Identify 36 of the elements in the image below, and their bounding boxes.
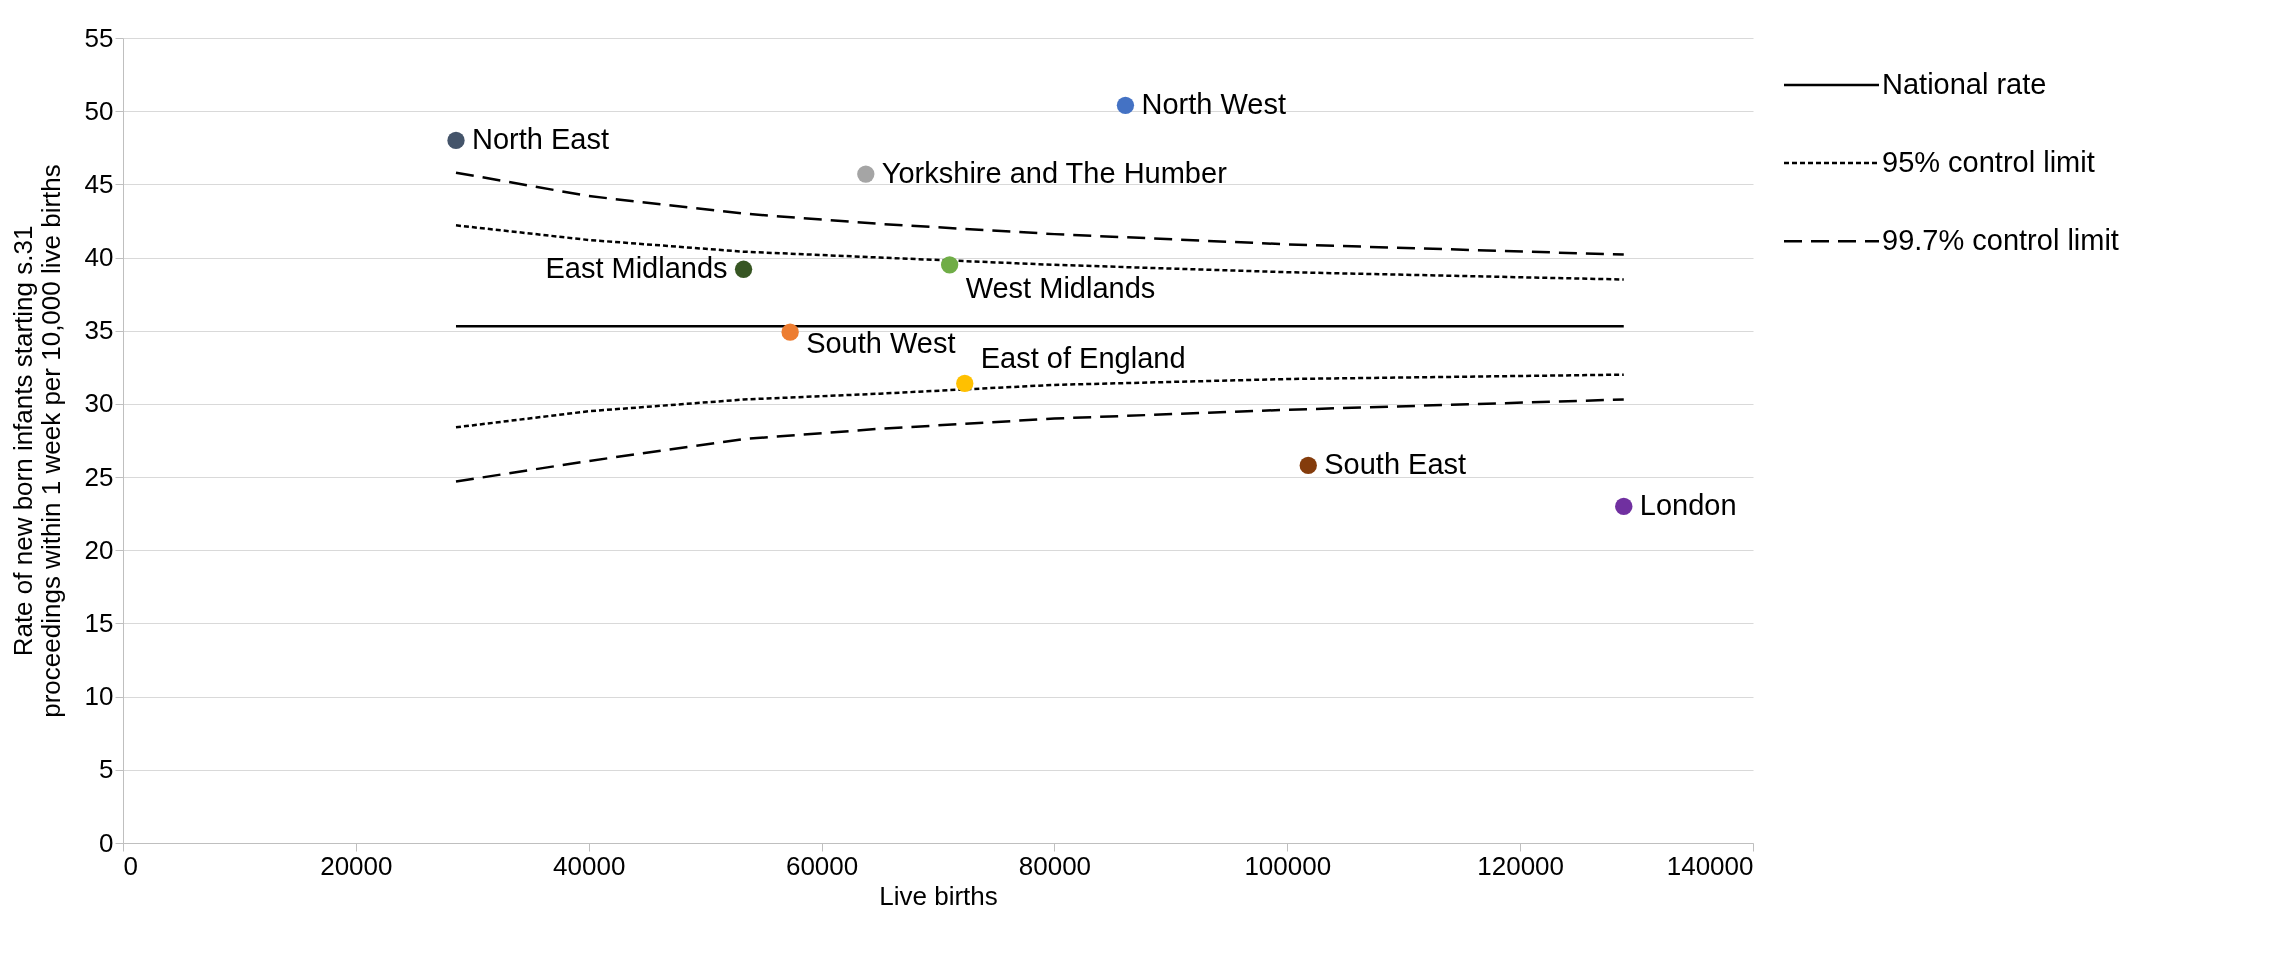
y-tick-label: 10 bbox=[84, 681, 114, 712]
x-tick-label: 0 bbox=[123, 850, 138, 881]
y-tick-label: 45 bbox=[84, 168, 114, 199]
y-tick-label: 20 bbox=[84, 534, 114, 565]
x-tick-label: 120000 bbox=[1477, 850, 1565, 881]
y-tick-label: 25 bbox=[84, 461, 114, 492]
series-label: Yorkshire and The Humber bbox=[881, 157, 1228, 190]
y-tick-label: 55 bbox=[84, 22, 114, 53]
series-label: East of England bbox=[980, 342, 1186, 375]
y-tick-label: 15 bbox=[84, 607, 114, 638]
series-label: East Midlands bbox=[545, 252, 728, 285]
y-tick-label: 40 bbox=[84, 242, 114, 273]
y-tick-label: 0 bbox=[99, 827, 114, 858]
y-axis-title: Rate of new born infants starting s.31 proceedings within 1 week per 10,000 live births bbox=[7, 164, 66, 718]
x-tick-label: 60000 bbox=[785, 850, 859, 881]
y-tick-label: 5 bbox=[99, 754, 114, 785]
series-label: South East bbox=[1324, 448, 1467, 481]
line-series bbox=[454, 398, 1626, 483]
x-tick-label: 20000 bbox=[320, 850, 393, 881]
x-tick-label: 40000 bbox=[553, 850, 626, 881]
legend-label: 99.7% control limit bbox=[1882, 224, 2119, 257]
series-label: North West bbox=[1141, 88, 1286, 121]
series-label: West Midlands bbox=[965, 271, 1156, 304]
x-tick-label: 100000 bbox=[1244, 850, 1332, 881]
y-tick-label: 30 bbox=[84, 388, 114, 419]
y-tick-label: 50 bbox=[84, 95, 114, 126]
series-label: London bbox=[1639, 489, 1737, 522]
line-series bbox=[454, 373, 1626, 429]
series-label: North East bbox=[471, 123, 609, 156]
legend-label: 95% control limit bbox=[1882, 146, 2095, 178]
x-tick-label: 140000 bbox=[1666, 850, 1754, 881]
series-label: South West bbox=[806, 327, 956, 360]
y-tick-label: 35 bbox=[84, 315, 114, 346]
x-tick-label: 80000 bbox=[1018, 850, 1092, 881]
x-axis-title: Live births bbox=[879, 880, 998, 911]
legend-label: National rate bbox=[1882, 67, 2047, 100]
